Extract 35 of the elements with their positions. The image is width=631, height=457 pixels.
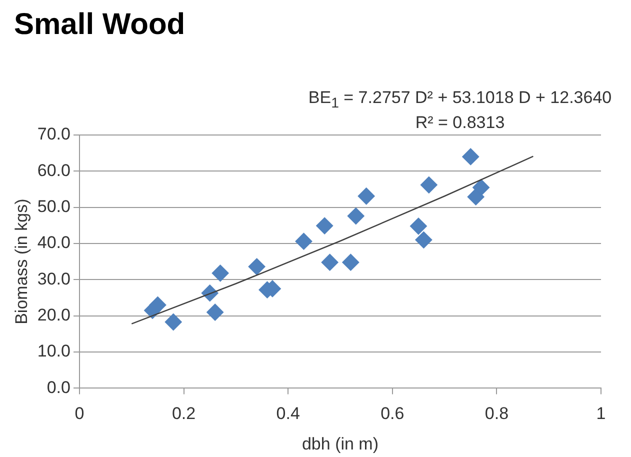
point	[347, 208, 364, 225]
point	[342, 254, 360, 271]
point	[410, 218, 427, 235]
point	[206, 304, 224, 321]
y-tick-label: 60.0	[37, 160, 70, 180]
chart-title: Small Wood	[14, 8, 186, 42]
point	[212, 264, 229, 282]
point	[462, 148, 480, 166]
x-tick-label: 0.8	[484, 404, 509, 424]
point	[248, 258, 266, 276]
point	[472, 178, 490, 196]
text: BE$_{1}$ = 7.2757 D² + 53.1018 D + 12.3640	[307, 88, 613, 114]
x-tick-label: 0.4	[276, 404, 300, 424]
point	[164, 314, 182, 331]
point	[420, 176, 438, 194]
point	[321, 254, 338, 271]
point	[415, 231, 432, 248]
x-tick-label: 0	[74, 404, 84, 424]
point	[316, 217, 334, 234]
point	[295, 232, 312, 250]
x-tick-label: 0.6	[380, 404, 404, 424]
y-tick-label: 50.0	[37, 197, 70, 216]
point	[149, 296, 166, 314]
y-tick-label: 0.0	[46, 378, 70, 397]
y-axis-title: Biomass (in kgs)	[12, 198, 31, 324]
text: R² = 0.8313	[414, 113, 506, 134]
x-tick-label: 1	[596, 404, 606, 424]
y-tick-label: 10.0	[37, 342, 70, 361]
x-tick-label: 0.2	[172, 404, 196, 424]
point	[358, 188, 375, 205]
y-tick-label: 40.0	[37, 233, 70, 252]
x-axis-title: dbh (in m)	[302, 434, 379, 454]
y-tick-label: 30.0	[37, 269, 70, 288]
y-tick-label: 20.0	[37, 306, 70, 325]
y-tick-label: 70.0	[37, 124, 70, 144]
